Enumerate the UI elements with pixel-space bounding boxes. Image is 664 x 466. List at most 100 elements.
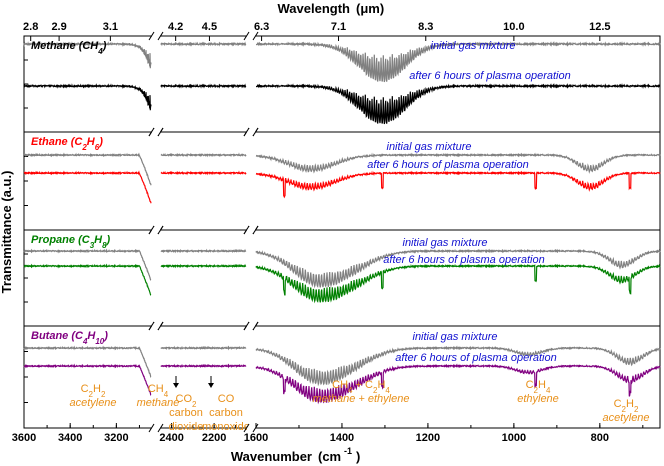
panel-name-part: Butane bbox=[31, 330, 71, 342]
annotation-formula-part: H bbox=[377, 379, 385, 391]
panel-name-part: H bbox=[87, 330, 96, 342]
top-axis-unit: (μm) bbox=[356, 1, 384, 16]
break-gap bbox=[247, 425, 255, 431]
annotation-formula-part: C bbox=[614, 398, 622, 410]
panel-name-part: ) bbox=[103, 330, 108, 342]
break-mark bbox=[243, 423, 250, 433]
annotation-formula: CO2 bbox=[176, 393, 198, 409]
annotation-formula: C2H2 bbox=[614, 398, 639, 414]
annotation-name: methane bbox=[137, 397, 180, 409]
panel-name-ethane: Ethane (C2H6) bbox=[31, 136, 103, 152]
bottom-axis-unit-close: ) bbox=[356, 449, 360, 464]
break-mark bbox=[148, 423, 155, 433]
annotation-formula: C2H4 bbox=[526, 379, 551, 395]
annotation-formula-part: CH bbox=[332, 379, 348, 391]
annotation-formula-part: H bbox=[626, 398, 634, 410]
legend-initial: initial gas mixture bbox=[413, 331, 498, 343]
annotation-formula-part: 2 bbox=[101, 390, 106, 399]
bottom-tick-label: 3400 bbox=[58, 432, 82, 444]
panel-labels: initial gas mixture after 6 hours of plas… bbox=[31, 40, 571, 364]
initial-spectrum-ethane bbox=[255, 152, 661, 174]
annotation-formula-part: 2 bbox=[534, 386, 539, 395]
break-gap bbox=[152, 33, 160, 39]
annotation-name-line2: dioxide bbox=[169, 421, 204, 433]
axis-ticks: 3600 3400 3200 2400 2200 1600 1400 1200 1000 800 2… bbox=[12, 21, 644, 444]
panel-name-part: 4 bbox=[97, 47, 103, 56]
annotation-formula-part: 4 bbox=[546, 386, 551, 395]
break-gap bbox=[152, 323, 160, 329]
break-mark bbox=[148, 321, 155, 331]
annotation-name-line2: monoxide bbox=[202, 421, 250, 433]
bottom-axis-title: Wavenumber (cm -1 ) bbox=[231, 446, 361, 464]
annotation-name: acetylene bbox=[69, 397, 116, 409]
axis-breaks bbox=[148, 31, 259, 433]
top-tick-label: 10.0 bbox=[503, 21, 524, 33]
top-tick-label: 7.1 bbox=[331, 21, 346, 33]
annotation-formula-part: C bbox=[526, 379, 534, 391]
panel-name-part: ) bbox=[102, 40, 107, 52]
break-mark bbox=[148, 31, 155, 41]
bottom-axis-unit-sup: -1 bbox=[344, 446, 352, 456]
annotation-arrowhead bbox=[208, 383, 214, 388]
panel-name-part: (C bbox=[71, 330, 84, 342]
panel-name-part: Methane bbox=[31, 40, 79, 52]
break-mark bbox=[252, 321, 259, 331]
break-mark bbox=[157, 31, 164, 41]
break-gap bbox=[247, 129, 255, 135]
break-mark bbox=[252, 127, 259, 137]
after-spectrum-methane bbox=[23, 83, 152, 111]
break-gap bbox=[247, 323, 255, 329]
panel-name-part: ) bbox=[106, 234, 111, 246]
bottom-tick-label: 800 bbox=[591, 432, 609, 444]
band-annotations: C2H2acetyleneCH4methaneCO2carbondioxideC… bbox=[69, 376, 650, 433]
annotation-formula-part: 4 bbox=[164, 390, 169, 399]
annotation-formula-part: 4 bbox=[385, 386, 390, 395]
bottom-tick-label: 2400 bbox=[159, 432, 183, 444]
break-gap bbox=[247, 33, 255, 39]
annotation-formula-part: 2 bbox=[622, 405, 627, 414]
initial-spectrum-ethane bbox=[160, 152, 247, 158]
panel-name-part: H bbox=[94, 234, 103, 246]
break-mark bbox=[157, 321, 164, 331]
panel-name-part: 2 bbox=[81, 143, 87, 152]
annotation-formula-part: CO bbox=[218, 393, 235, 405]
annotation-formula: CO bbox=[218, 393, 235, 405]
break-mark bbox=[243, 127, 250, 137]
initial-spectrum-butane bbox=[160, 345, 247, 351]
legend-after: after 6 hours of plasma operation bbox=[367, 159, 528, 171]
top-tick-label: 8.3 bbox=[418, 21, 433, 33]
panel-name-part: ) bbox=[98, 136, 103, 148]
break-mark bbox=[252, 423, 259, 433]
initial-spectrum-butane bbox=[23, 345, 152, 378]
initial-spectrum-butane bbox=[255, 345, 661, 387]
annotation-formula-part: 2 bbox=[373, 386, 378, 395]
annotation-formula-part: CO bbox=[176, 393, 193, 405]
y-axis-label: Transmittance (a.u.) bbox=[0, 171, 14, 294]
after-spectrum-butane bbox=[23, 363, 152, 396]
legend-initial: initial gas mixture bbox=[431, 40, 516, 52]
initial-spectrum-methane bbox=[23, 41, 152, 69]
annotation-formula-part: CH bbox=[148, 383, 164, 395]
after-spectrum-methane bbox=[160, 83, 247, 89]
panel-name-methane: Methane (CH4) bbox=[31, 40, 107, 56]
break-mark bbox=[148, 127, 155, 137]
annotation-formula: CH4 bbox=[148, 383, 169, 399]
annotation-formula: CH4 + C2H4 bbox=[332, 379, 390, 395]
after-spectrum-propane bbox=[160, 263, 247, 269]
after-spectrum-methane bbox=[256, 82, 661, 125]
panel-name-propane: Propane (C3H8) bbox=[31, 234, 111, 250]
annotation-name: ethylene bbox=[517, 393, 559, 405]
panel-name-part: Ethane bbox=[31, 136, 71, 148]
annotation-name: carbon bbox=[169, 407, 203, 419]
annotation-formula-part: H bbox=[538, 379, 546, 391]
after-spectrum-ethane bbox=[255, 170, 661, 199]
legend-after: after 6 hours of plasma operation bbox=[383, 254, 544, 266]
panel-name-part: Propane bbox=[31, 234, 78, 246]
break-mark bbox=[252, 31, 259, 41]
annotation-formula-part: + C bbox=[353, 379, 374, 391]
bottom-tick-label: 2200 bbox=[202, 432, 226, 444]
bottom-tick-label: 1400 bbox=[330, 432, 354, 444]
annotation-formula-part: 2 bbox=[192, 400, 197, 409]
top-tick-label: 4.5 bbox=[202, 21, 217, 33]
